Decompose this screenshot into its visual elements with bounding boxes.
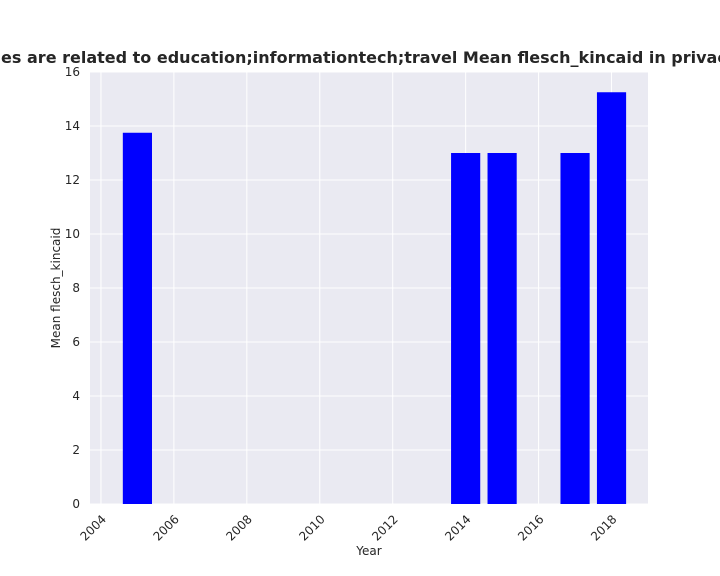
y-tick-label: 2 <box>72 443 80 457</box>
bars <box>122 92 627 504</box>
y-axis-label: Mean flesch_kincaid <box>49 228 63 349</box>
bar <box>487 153 517 504</box>
chart-title: ategories are related to education;infor… <box>0 48 720 67</box>
x-axis-ticks: 2004 2006 2008 2010 2012 2014 2016 2018 <box>78 512 620 543</box>
bar <box>596 92 627 504</box>
x-tick-label: 2004 <box>78 512 109 543</box>
x-tick-label: 2018 <box>588 512 619 543</box>
x-tick-label: 2008 <box>223 512 254 543</box>
x-tick-label: 2012 <box>369 512 400 543</box>
y-tick-label: 4 <box>72 389 80 403</box>
x-tick-label: 2014 <box>442 512 473 543</box>
y-tick-label: 10 <box>65 227 80 241</box>
y-tick-label: 16 <box>65 65 80 79</box>
y-tick-label: 0 <box>72 497 80 511</box>
y-tick-label: 6 <box>72 335 80 349</box>
bar <box>122 132 152 504</box>
y-tick-label: 14 <box>65 119 80 133</box>
bar <box>560 153 590 504</box>
y-tick-label: 12 <box>65 173 80 187</box>
x-tick-label: 2006 <box>150 512 181 543</box>
x-tick-label: 2016 <box>515 512 546 543</box>
x-tick-label: 2010 <box>296 512 327 543</box>
y-tick-label: 8 <box>72 281 80 295</box>
y-axis-ticks: 0 2 4 6 8 10 12 14 16 <box>65 65 80 511</box>
x-axis-label: Year <box>355 544 381 558</box>
bar <box>451 153 481 504</box>
